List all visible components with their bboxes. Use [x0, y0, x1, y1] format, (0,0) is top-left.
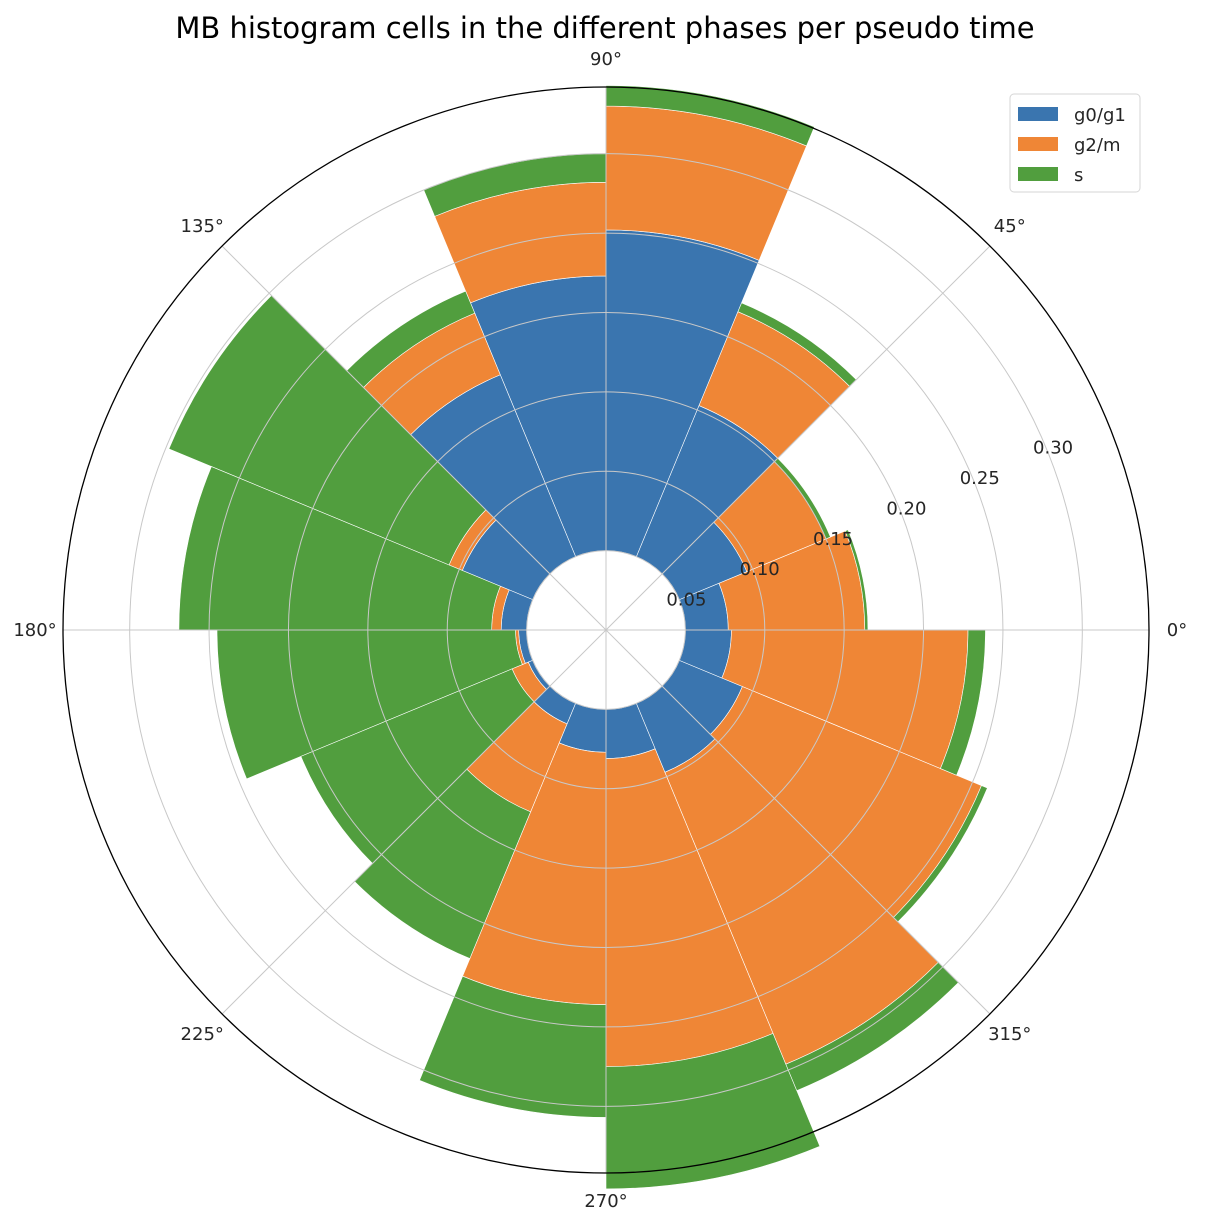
radial-tick-label: 0.20 [886, 498, 926, 519]
radial-tick-label: 0.05 [666, 590, 706, 611]
legend-swatch-2 [1018, 167, 1058, 181]
angle-tick-label: 90° [590, 49, 622, 70]
angle-tick-label: 0° [1167, 620, 1187, 641]
bar-s-6 [168, 295, 487, 566]
tick-labels-layer: 0° 45° 90° 135° 180° 225° 270° 315° 0.05 0.10 0.15… [13, 49, 1187, 1212]
legend: g0/g1 g2/m s [1009, 93, 1141, 193]
legend-label: g2/m [1074, 135, 1120, 156]
angle-tick-label: 135° [181, 216, 224, 237]
bar-s-8 [216, 629, 523, 780]
legend-swatch-0 [1018, 107, 1058, 121]
radial-tick-label: 0.30 [1033, 438, 1073, 459]
angle-tick-label: 225° [181, 1024, 224, 1045]
legend-label: s [1074, 165, 1083, 186]
chart-title: MB histogram cells in the different phas… [175, 11, 1034, 45]
radial-tick-label: 0.15 [813, 529, 853, 550]
grid-spoke-135 [221, 245, 607, 631]
grid-layer [62, 86, 1150, 1174]
legend-label: g0/g1 [1074, 105, 1126, 126]
angle-tick-label: 270° [584, 1191, 627, 1212]
bars-layer [168, 85, 988, 1190]
polar-frame [62, 86, 1150, 1174]
angle-tick-label: 45° [994, 216, 1026, 237]
grid-spoke-225 [221, 629, 607, 1015]
bar-s-0 [844, 529, 869, 631]
grid-spoke-315 [605, 629, 991, 1015]
radial-tick-label: 0.10 [740, 559, 780, 580]
angle-tick-label: 315° [988, 1024, 1031, 1045]
bar-s-12 [605, 1032, 821, 1190]
grid-spoke-45 [605, 245, 991, 631]
radial-tick-label: 0.25 [960, 468, 1000, 489]
legend-swatch-1 [1018, 137, 1058, 151]
bar-s-14 [892, 785, 988, 923]
angle-tick-label: 180° [13, 620, 56, 641]
